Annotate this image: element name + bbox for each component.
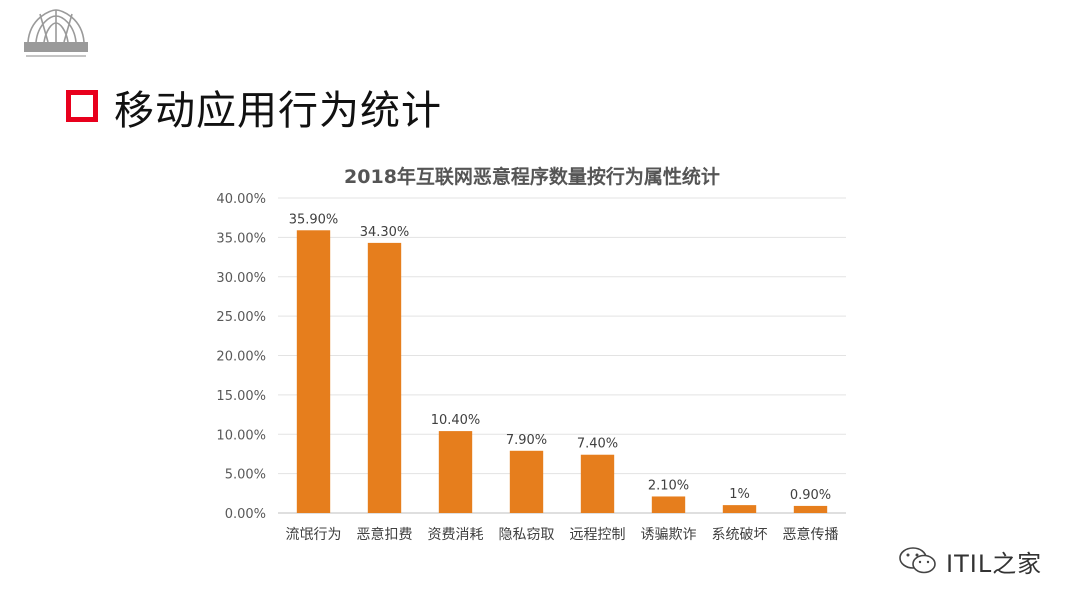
data-label: 0.90% xyxy=(790,488,831,503)
y-tick-label: 20.00% xyxy=(216,350,266,365)
bar xyxy=(367,242,402,513)
data-label: 35.90% xyxy=(289,212,339,227)
y-tick-label: 40.00% xyxy=(216,192,266,207)
y-tick-label: 10.00% xyxy=(216,428,266,443)
y-tick-label: 30.00% xyxy=(216,271,266,286)
x-tick-label: 系统破坏 xyxy=(712,527,768,543)
bar xyxy=(438,431,473,513)
y-tick-label: 5.00% xyxy=(225,468,266,483)
watermark: ITIL之家 xyxy=(898,544,1042,578)
arch-logo-icon xyxy=(24,9,88,57)
bar xyxy=(793,505,828,513)
data-label: 7.40% xyxy=(577,437,618,452)
wechat-icon xyxy=(899,547,936,574)
x-tick-label: 远程控制 xyxy=(570,527,626,543)
y-tick-label: 15.00% xyxy=(216,389,266,404)
bar xyxy=(722,505,757,513)
x-tick-label: 恶意扣费 xyxy=(357,526,413,543)
data-label: 10.40% xyxy=(431,413,481,428)
data-label: 34.30% xyxy=(360,225,410,240)
y-tick-label: 25.00% xyxy=(216,310,266,325)
x-tick-label: 流氓行为 xyxy=(286,527,342,543)
bar xyxy=(296,230,331,513)
title-bullet-square xyxy=(66,90,98,122)
bar xyxy=(580,454,615,513)
slide-title: 移动应用行为统计 xyxy=(114,88,442,134)
y-tick-label: 35.00% xyxy=(216,231,266,246)
data-label: 2.10% xyxy=(648,478,689,493)
data-label: 7.90% xyxy=(506,433,547,448)
x-tick-label: 恶意传播 xyxy=(783,526,839,543)
bar xyxy=(509,450,544,513)
x-tick-label: 资费消耗 xyxy=(428,527,484,543)
data-label: 1% xyxy=(729,487,750,502)
watermark-text: ITIL之家 xyxy=(946,549,1043,578)
x-tick-label: 诱骗欺诈 xyxy=(641,527,697,543)
x-tick-label: 隐私窃取 xyxy=(499,527,555,543)
y-tick-label: 0.00% xyxy=(225,507,266,522)
chart-title: 2018年互联网恶意程序数量按行为属性统计 xyxy=(344,165,720,188)
bar xyxy=(651,496,686,513)
